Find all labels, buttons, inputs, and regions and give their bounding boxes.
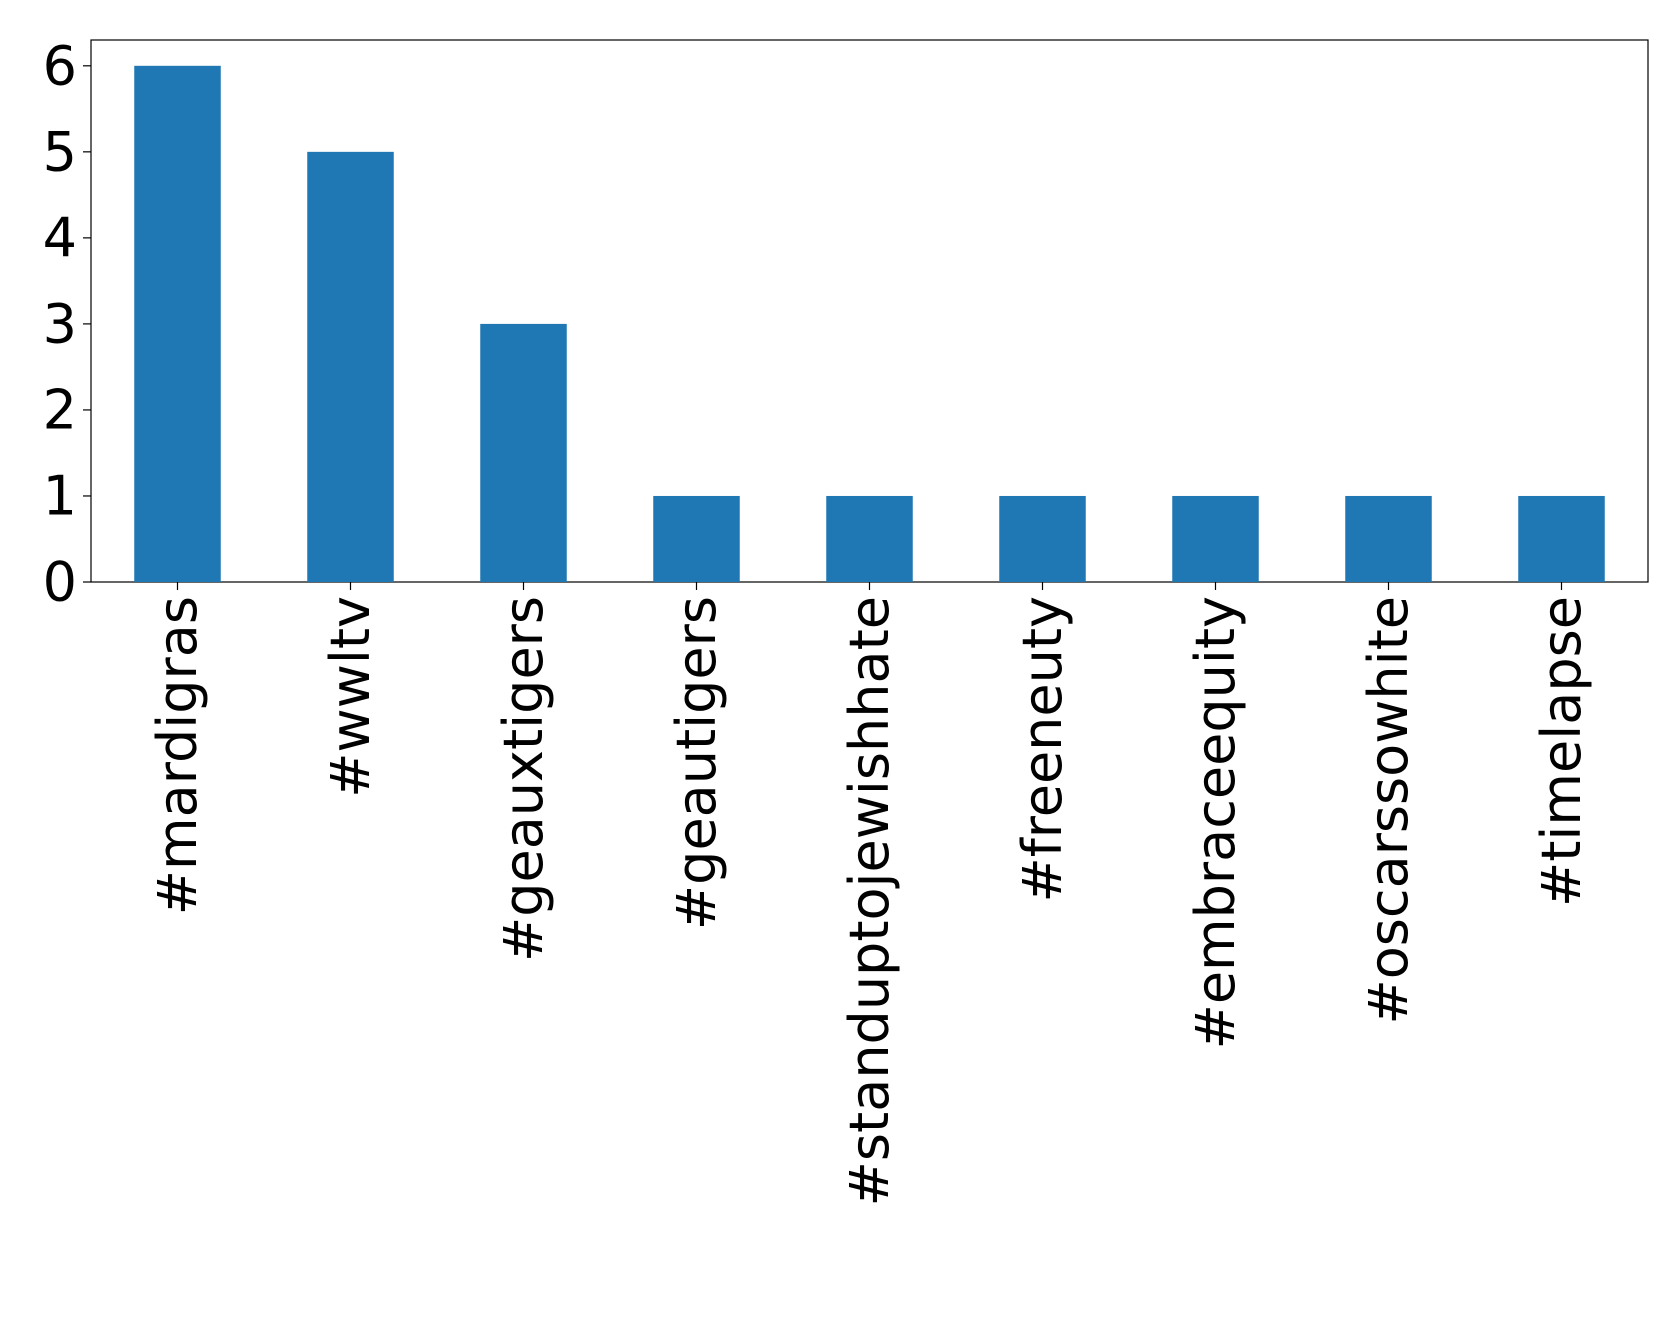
y-tick-label: 4 xyxy=(43,206,77,269)
bar xyxy=(1518,495,1605,582)
x-tick-label: #standuptojewishhate xyxy=(838,596,901,1206)
y-tick-label: 1 xyxy=(43,464,77,527)
x-tick-label: #mardigras xyxy=(146,596,209,915)
x-tick-label: #freeneuty xyxy=(1011,596,1074,903)
bar xyxy=(307,151,394,583)
bar xyxy=(1345,495,1432,582)
x-tick-label: #oscarssowhite xyxy=(1357,596,1420,1025)
y-tick-label: 0 xyxy=(43,551,77,614)
bar xyxy=(134,65,221,583)
x-tick-label: #geauxtigers xyxy=(492,596,555,962)
y-tick-label: 6 xyxy=(43,34,77,97)
bar xyxy=(999,495,1086,582)
y-tick-label: 2 xyxy=(43,378,77,441)
x-tick-label: #geautigers xyxy=(665,596,728,930)
bar xyxy=(653,495,740,582)
bar xyxy=(480,323,567,582)
bar xyxy=(826,495,913,582)
x-tick-label: #embraceequity xyxy=(1184,596,1247,1049)
y-tick-label: 5 xyxy=(43,120,77,183)
bar xyxy=(1172,495,1259,582)
y-tick-label: 3 xyxy=(43,292,77,355)
x-tick-label: #timelapse xyxy=(1530,596,1593,907)
x-tick-label: #wwltv xyxy=(319,596,382,798)
